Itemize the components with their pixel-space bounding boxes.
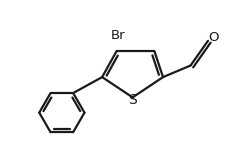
Text: O: O <box>209 32 219 44</box>
Text: Br: Br <box>111 29 125 42</box>
Text: S: S <box>128 93 137 107</box>
